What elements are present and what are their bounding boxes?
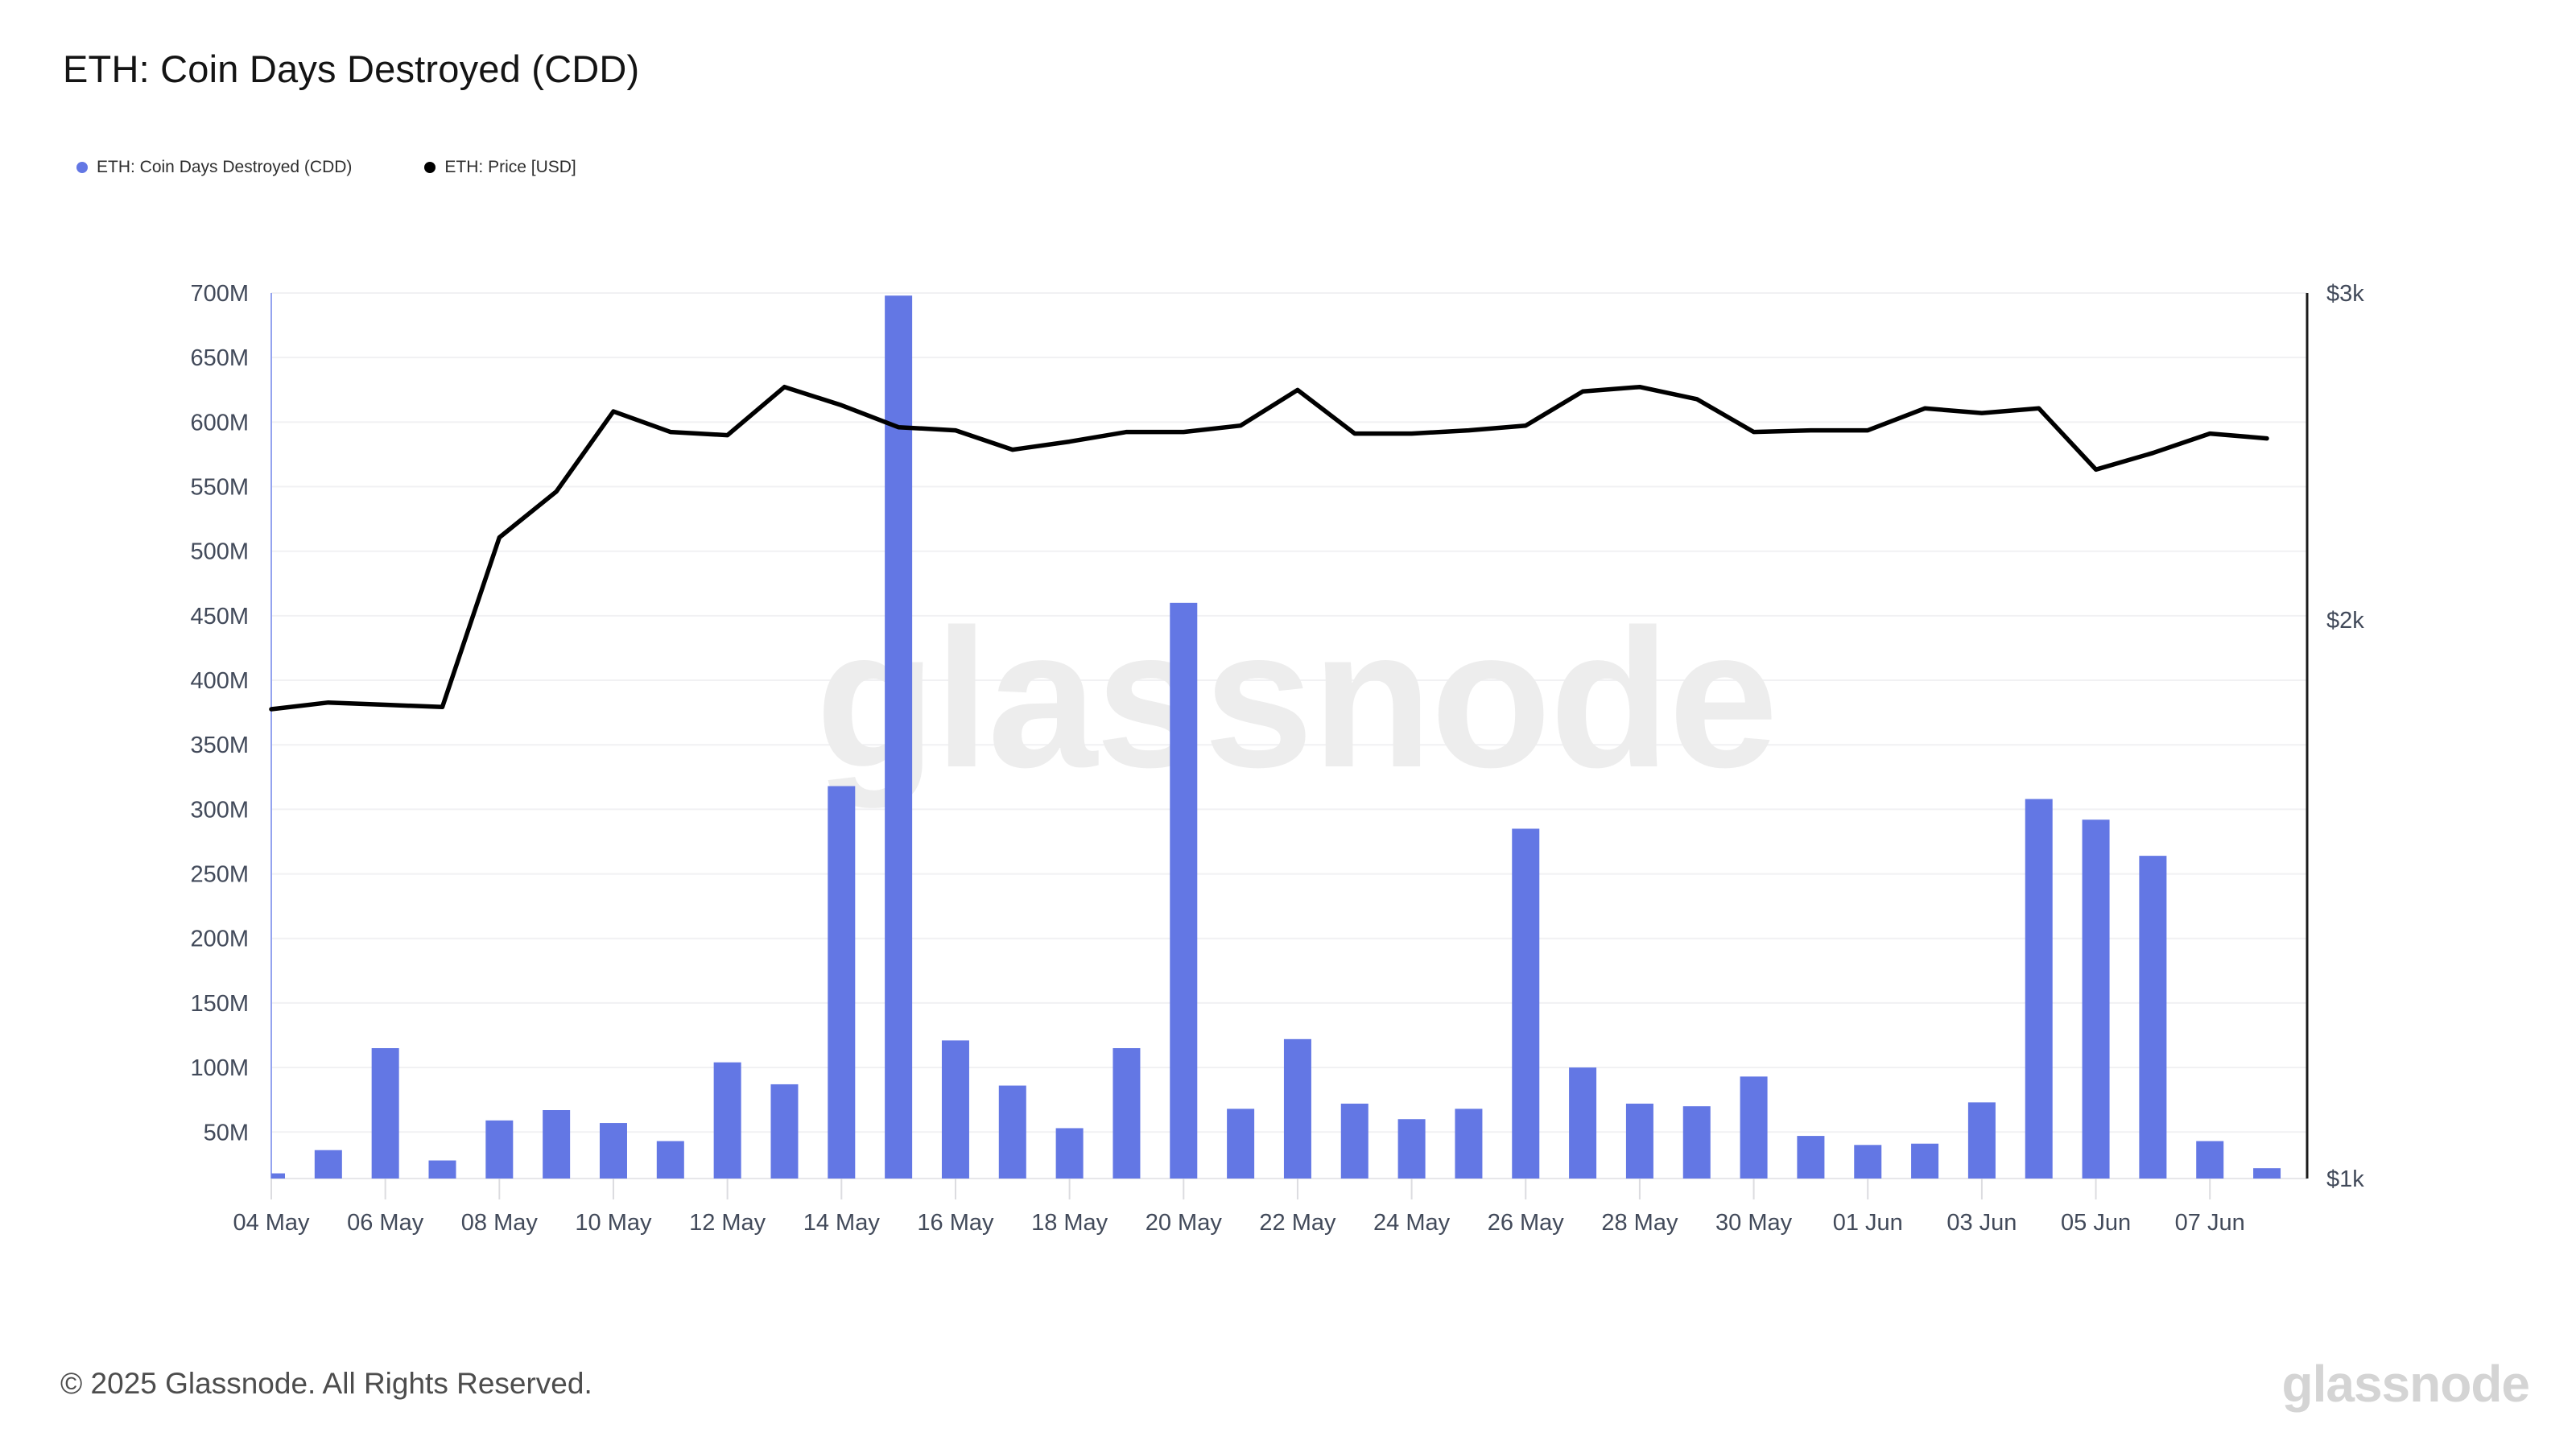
cdd-bar-23-may[interactable] xyxy=(1340,1103,1368,1179)
cdd-bar-07-jun[interactable] xyxy=(2196,1141,2224,1179)
cdd-bar-26-may[interactable] xyxy=(1512,828,1540,1179)
cdd-bar-07-may[interactable] xyxy=(428,1160,456,1179)
y-axis-label-left: 450M xyxy=(190,604,249,630)
footer-copyright: © 2025 Glassnode. All Rights Reserved. xyxy=(60,1367,592,1400)
y-axis-label-left: 100M xyxy=(190,1055,249,1081)
cdd-bar-06-jun[interactable] xyxy=(2139,856,2167,1179)
y-axis-label-left: 250M xyxy=(190,862,249,888)
x-axis-label: 24 May xyxy=(1373,1210,1451,1236)
y-axis-label-left: 700M xyxy=(190,281,249,307)
cdd-bar-05-may[interactable] xyxy=(314,1150,342,1179)
cdd-bar-29-may[interactable] xyxy=(1682,1106,1711,1179)
y-axis-label-left: 600M xyxy=(190,410,249,436)
price-line xyxy=(269,384,2269,712)
y-axis-label-left: 350M xyxy=(190,733,249,758)
y-axis-label-left: 150M xyxy=(190,991,249,1017)
cdd-bar-27-may[interactable] xyxy=(1569,1067,1597,1179)
x-axis-label: 16 May xyxy=(917,1210,994,1236)
glassnode-logo: glassnode xyxy=(2281,1355,2530,1413)
y-axis-label-left: 50M xyxy=(204,1120,249,1146)
x-axis-label: 04 May xyxy=(233,1210,310,1236)
x-axis-label: 20 May xyxy=(1146,1210,1223,1236)
legend-item-price[interactable]: ETH: Price [USD] xyxy=(424,158,576,177)
legend-item-cdd[interactable]: ETH: Coin Days Destroyed (CDD) xyxy=(76,158,352,177)
y-axis-label-left: 550M xyxy=(190,475,249,501)
cdd-bar-22-may[interactable] xyxy=(1283,1038,1311,1179)
cdd-bar-31-may[interactable] xyxy=(1797,1136,1825,1179)
cdd-bar-09-may[interactable] xyxy=(543,1110,571,1179)
cdd-series-dot-icon xyxy=(76,162,88,173)
cdd-bar-12-may[interactable] xyxy=(713,1062,741,1179)
page-title: ETH: Coin Days Destroyed (CDD) xyxy=(63,47,640,90)
cdd-bar-04-jun[interactable] xyxy=(2025,799,2053,1179)
x-axis-label: 30 May xyxy=(1715,1210,1793,1236)
cdd-bar-18-may[interactable] xyxy=(1055,1128,1084,1179)
cdd-bar-17-may[interactable] xyxy=(998,1085,1026,1179)
cdd-bar-24-may[interactable] xyxy=(1397,1119,1426,1179)
x-axis-label: 07 Jun xyxy=(2175,1210,2245,1236)
chart-legend: ETH: Coin Days Destroyed (CDD) ETH: Pric… xyxy=(76,158,576,177)
cdd-bar-14-may[interactable] xyxy=(828,786,856,1179)
legend-item-cdd-label: ETH: Coin Days Destroyed (CDD) xyxy=(97,158,353,176)
cdd-bar-03-jun[interactable] xyxy=(1967,1102,1996,1179)
x-axis-label: 06 May xyxy=(347,1210,424,1236)
cdd-bar-21-may[interactable] xyxy=(1227,1108,1255,1179)
x-axis-label: 05 Jun xyxy=(2061,1210,2131,1236)
cdd-bar-20-may[interactable] xyxy=(1170,602,1198,1179)
cdd-bar-01-jun[interactable] xyxy=(1854,1145,1882,1179)
cdd-bar-28-may[interactable] xyxy=(1625,1103,1653,1179)
cdd-bar-13-may[interactable] xyxy=(770,1084,799,1179)
cdd-bar-11-may[interactable] xyxy=(656,1141,684,1179)
x-axis-label: 26 May xyxy=(1488,1210,1565,1236)
x-axis-label: 03 Jun xyxy=(1946,1210,2017,1236)
y-axis-label-left: 500M xyxy=(190,539,249,565)
cdd-bar-08-may[interactable] xyxy=(485,1120,514,1179)
cdd-bar-25-may[interactable] xyxy=(1455,1108,1483,1179)
cdd-bar-15-may[interactable] xyxy=(885,295,913,1179)
legend-item-price-label: ETH: Price [USD] xyxy=(444,158,576,176)
y-axis-label-left: 300M xyxy=(190,797,249,823)
x-axis-label: 22 May xyxy=(1259,1210,1336,1236)
cdd-bar-05-jun[interactable] xyxy=(2082,819,2110,1179)
y-axis-label-left: 200M xyxy=(190,927,249,952)
cdd-bar-06-may[interactable] xyxy=(371,1048,399,1179)
x-axis-label: 12 May xyxy=(689,1210,766,1236)
cdd-bar-08-jun[interactable] xyxy=(2253,1168,2281,1179)
y-axis-label-right: $2k xyxy=(2326,608,2364,634)
cdd-bar-10-may[interactable] xyxy=(599,1123,627,1179)
y-axis-label-right: $1k xyxy=(2326,1166,2364,1192)
x-axis-label: 10 May xyxy=(575,1210,652,1236)
y-axis-label-left: 650M xyxy=(190,345,249,371)
cdd-bar-02-jun[interactable] xyxy=(1911,1143,1939,1179)
cdd-bar-16-may[interactable] xyxy=(941,1040,969,1179)
y-axis-label-left: 400M xyxy=(190,668,249,694)
x-axis-label: 14 May xyxy=(803,1210,881,1236)
x-axis-label: 08 May xyxy=(461,1210,539,1236)
x-axis-label: 01 Jun xyxy=(1833,1210,1903,1236)
price-series-dot-icon xyxy=(424,162,436,173)
cdd-bar-19-may[interactable] xyxy=(1113,1048,1141,1179)
glassnode-watermark: glassnode xyxy=(815,588,1777,808)
cdd-bar-04-may[interactable] xyxy=(271,1173,285,1179)
y-axis-label-right: $3k xyxy=(2326,281,2364,307)
cdd-bar-30-may[interactable] xyxy=(1740,1076,1768,1179)
x-axis-label: 18 May xyxy=(1031,1210,1108,1236)
x-axis-label: 28 May xyxy=(1601,1210,1678,1236)
